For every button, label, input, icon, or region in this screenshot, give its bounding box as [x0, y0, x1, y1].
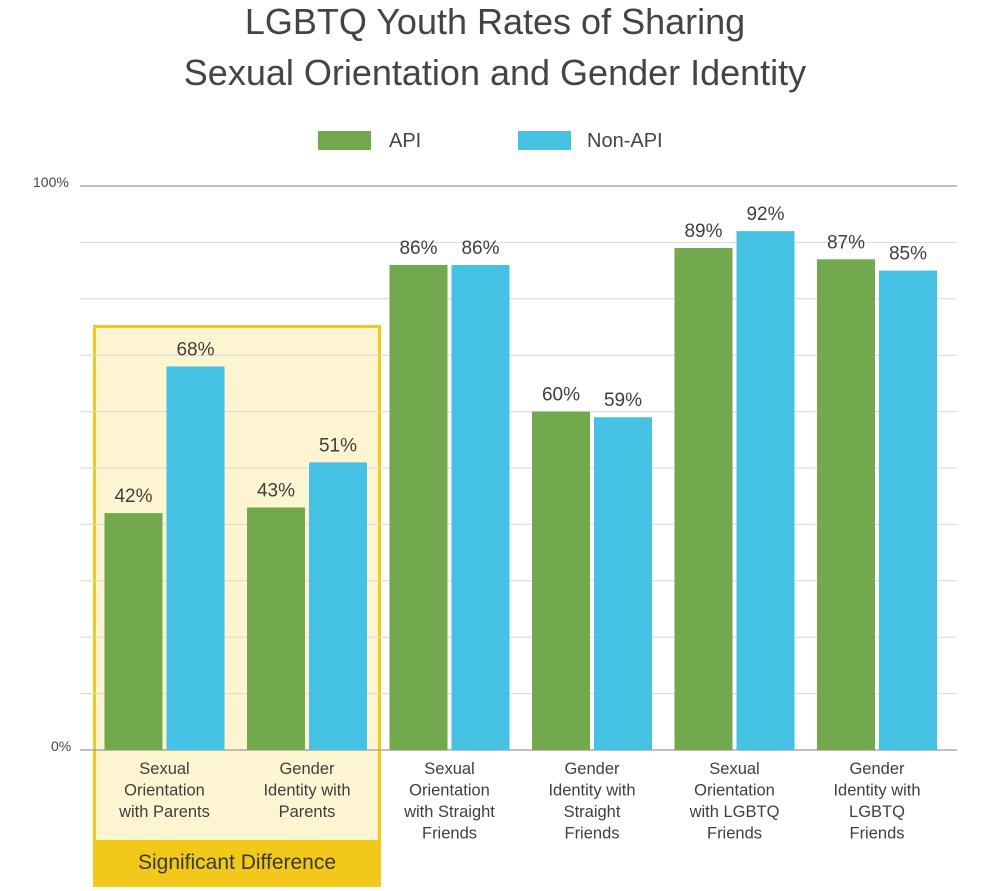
category-label-0-line-0: Sexual	[139, 760, 189, 778]
category-label-4-line-3: Friends	[707, 825, 762, 843]
bar-api-3	[532, 411, 590, 750]
legend-swatch-api	[318, 131, 371, 150]
category-label-5-line-2: LGBTQ	[849, 803, 905, 821]
category-label-2-line-1: Orientation	[409, 782, 490, 800]
value-label-non-api-1: 51%	[319, 435, 357, 456]
category-label-5-line-3: Friends	[849, 825, 904, 843]
category-label-3-line-3: Friends	[564, 825, 619, 843]
category-label-4-line-0: Sexual	[709, 760, 759, 778]
y-tick-label-top: 100%	[33, 174, 69, 190]
bar-non-api-5	[879, 270, 937, 750]
category-label-5-line-0: Gender	[849, 760, 905, 778]
legend-label-api: API	[389, 130, 421, 152]
category-label-3-line-1: Identity with	[548, 782, 635, 800]
significant-difference-label: Significant Difference	[138, 851, 336, 874]
gridlines	[80, 185, 957, 751]
category-label-0-line-1: Orientation	[124, 782, 205, 800]
y-tick-label-bottom: 0%	[51, 738, 71, 754]
value-label-non-api-2: 86%	[461, 238, 499, 259]
bar-api-5	[817, 259, 875, 750]
category-label-2-line-3: Friends	[422, 825, 477, 843]
category-label-4-line-2: with LGBTQ	[689, 803, 780, 821]
bar-non-api-2	[451, 264, 510, 750]
value-label-api-0: 42%	[114, 486, 152, 507]
axes: 100% 0%	[33, 174, 71, 754]
value-label-non-api-0: 68%	[176, 339, 214, 360]
bar-non-api-1	[309, 462, 367, 750]
bar-non-api-3	[594, 417, 652, 750]
category-label-5-line-1: Identity with	[833, 782, 920, 800]
legend: API Non-API	[318, 130, 663, 152]
legend-swatch-non-api	[518, 131, 571, 150]
value-label-non-api-4: 92%	[746, 204, 784, 225]
value-label-non-api-5: 85%	[889, 244, 927, 265]
chart-title-line-1: LGBTQ Youth Rates of Sharing	[245, 1, 745, 42]
value-label-non-api-3: 59%	[604, 390, 642, 411]
legend-label-non-api: Non-API	[587, 130, 663, 152]
value-label-api-2: 86%	[399, 238, 437, 259]
bars	[104, 231, 937, 751]
bar-non-api-4	[736, 231, 795, 750]
category-label-0-line-2: with Parents	[118, 803, 210, 821]
value-label-api-5: 87%	[827, 232, 865, 253]
significant-difference-badge	[94, 840, 380, 886]
category-label-1-line-1: Identity with	[263, 782, 350, 800]
value-labels: 42% 68% 43% 51% 86% 86% 60% 59% 89% 92% 87% 85%	[114, 204, 927, 507]
category-label-3-line-0: Gender	[564, 760, 620, 778]
category-label-3-line-2: Straight	[564, 803, 621, 821]
chart-title-line-2: Sexual Orientation and Gender Identity	[184, 52, 806, 93]
category-labels: Sexual Orientation with Parents Gender Ident…	[118, 760, 920, 843]
value-label-api-1: 43%	[257, 480, 295, 501]
category-label-1-line-2: Parents	[279, 803, 336, 821]
bar-non-api-0	[166, 366, 225, 750]
category-label-4-line-1: Orientation	[694, 782, 775, 800]
category-label-2-line-2: with Straight	[403, 803, 495, 821]
bar-api-2	[389, 264, 448, 750]
value-label-api-4: 89%	[684, 221, 722, 242]
category-label-1-line-0: Gender	[279, 760, 335, 778]
bar-api-1	[247, 507, 305, 750]
bar-api-0	[104, 513, 163, 750]
category-label-2-line-0: Sexual	[424, 760, 474, 778]
bar-api-4	[674, 248, 733, 751]
value-label-api-3: 60%	[542, 385, 580, 406]
